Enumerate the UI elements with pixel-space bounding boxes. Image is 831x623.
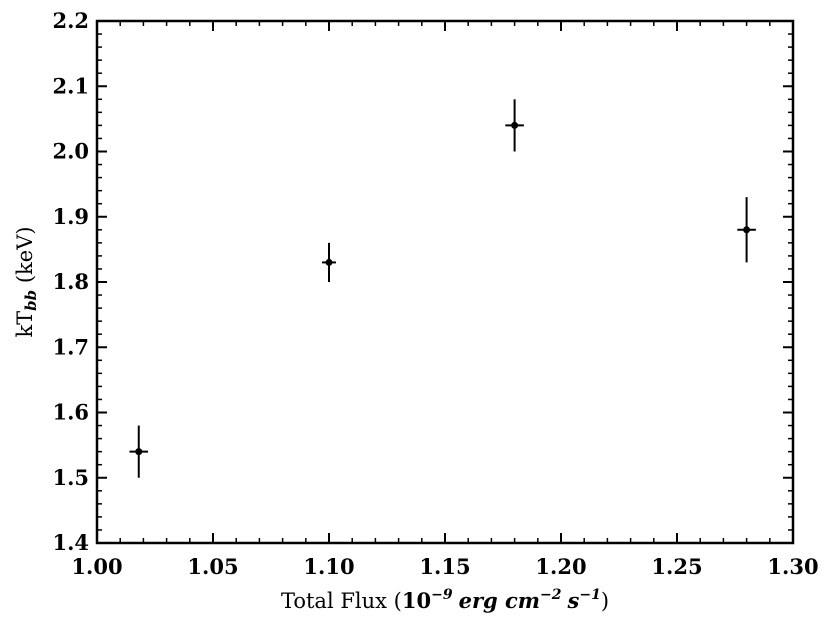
x-tick-label: 1.20 [535,554,586,579]
x-axis-label-exp1: −9 [431,587,453,603]
x-axis-label-exp3: −1 [579,587,600,603]
x-tick-label: 1.30 [767,554,818,579]
x-axis-label-suffix: ) [601,589,609,613]
point-marker [511,121,519,129]
data-point [737,197,756,263]
y-tick-label: 2.1 [52,73,89,98]
x-tick-label: 1.10 [303,554,354,579]
point-marker [135,448,143,456]
x-tick-label: 1.25 [651,554,702,579]
y-tick-label: 1.8 [52,269,89,294]
y-tick-label: 1.7 [52,334,89,359]
x-axis-label-mantissa: 10 [402,588,431,613]
data-point [322,242,336,282]
x-axis-label: Total Flux (10−9 erg cm−2 s−1) [281,587,609,613]
x-axis-label-unit2: s [567,588,580,613]
minor-ticks [96,20,794,544]
y-axis-label-prefix: kT [13,311,37,338]
y-tick-label: 2.0 [52,139,89,164]
x-axis-label-exp2: −2 [540,587,562,603]
data-points [129,99,756,478]
y-tick-label: 1.9 [52,204,89,229]
data-point [505,99,524,152]
y-tick-label: 1.4 [52,530,89,555]
major-ticks [96,20,794,544]
y-axis-label: kTbb (keV) [13,226,40,337]
y-tick-label: 2.2 [52,8,89,33]
y-tick-labels: 1.4 1.5 1.6 1.7 1.8 1.9 2.0 2.1 2.2 [52,8,89,555]
x-axis-label-unit1: erg cm [459,588,540,613]
plot-frame [95,19,795,545]
y-axis-label-suffix: (keV) [13,226,37,289]
y-axis-label-sub: bb [22,290,40,311]
point-marker [743,226,751,234]
point-marker [325,258,333,266]
x-tick-label: 1.15 [419,554,470,579]
y-tick-label: 1.6 [52,400,89,425]
x-axis-label-prefix: Total Flux ( [281,589,402,613]
x-tick-label: 1.00 [71,554,122,579]
x-tick-label: 1.05 [187,554,238,579]
x-tick-labels: 1.00 1.05 1.10 1.15 1.20 1.25 1.30 [71,554,818,579]
data-point [129,425,149,478]
y-tick-label: 1.5 [52,465,89,490]
